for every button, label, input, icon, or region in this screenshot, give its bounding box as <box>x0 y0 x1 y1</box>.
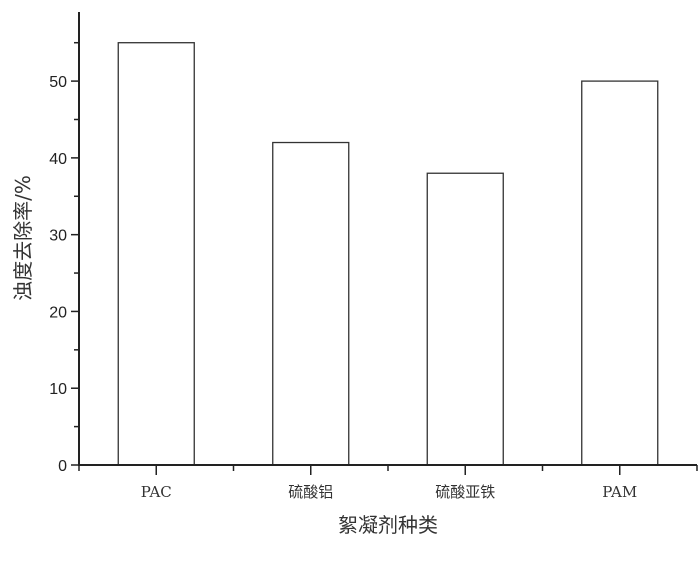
x-tick-labels: PAC 硫酸铝 硫酸亚铁 PAM <box>141 483 637 501</box>
y-tick-label: 10 <box>49 381 67 398</box>
y-axis-label: 浊度去除率/% <box>11 175 35 301</box>
x-axis-label: 絮凝剂种类 <box>338 513 438 537</box>
y-tick-label: 0 <box>58 458 67 475</box>
x-tick-label: 硫酸亚铁 <box>435 483 495 501</box>
x-tick-label: 硫酸铝 <box>288 483 333 501</box>
bar-PAC <box>117 42 195 466</box>
y-tick-label: 20 <box>49 304 67 321</box>
bar-PAM <box>581 80 659 466</box>
bar-硫酸铝 <box>272 141 350 466</box>
y-tick-labels: 0 10 20 30 40 50 <box>49 74 67 475</box>
x-tick-label: PAM <box>602 483 637 501</box>
bar-硫酸亚铁 <box>426 172 504 466</box>
y-tick-label: 50 <box>49 74 67 91</box>
axes <box>71 12 698 475</box>
bars <box>117 42 659 466</box>
y-tick-label: 40 <box>49 151 67 168</box>
y-tick-label: 30 <box>49 228 67 245</box>
x-tick-label: PAC <box>141 483 172 501</box>
